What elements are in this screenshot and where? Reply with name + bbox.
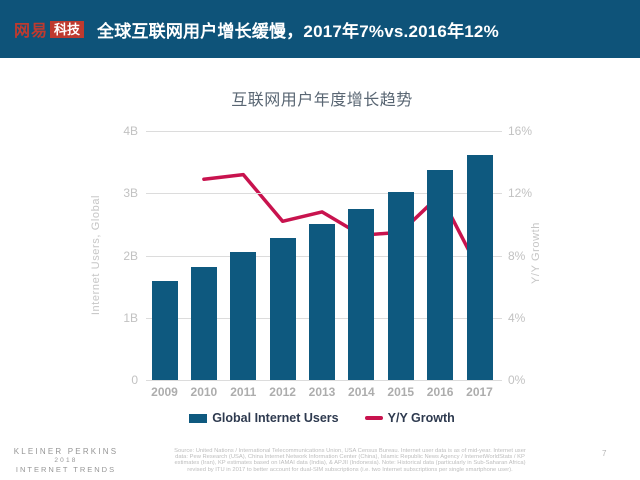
y-axis-tick-right: 12%	[508, 186, 533, 201]
page-number: 7	[602, 449, 607, 458]
bar-2016	[427, 169, 454, 380]
x-axis-tick: 2010	[190, 385, 218, 399]
brand-line-2: 2018	[54, 457, 78, 464]
y-axis-tick-right: 8%	[508, 248, 526, 263]
bar-2012	[269, 238, 296, 380]
source-line: Source: United Nations / International T…	[174, 448, 526, 454]
chart-legend: Global Internet Users Y/Y Growth	[146, 411, 498, 425]
source-footnote: Source: United Nations / International T…	[155, 448, 545, 473]
y-axis-tick-left: 3B	[123, 186, 138, 201]
kleiner-perkins-brand: KLEINER PERKINS 2018 INTERNET TRENDS	[12, 447, 120, 474]
source-line: data: Pew Research (USA), China Internet…	[175, 454, 525, 461]
brand-line-1: KLEINER PERKINS	[13, 447, 119, 456]
source-line: estimates (Iran), KP estimates based on …	[174, 460, 526, 467]
y-axis-tick-right: 16%	[508, 124, 533, 138]
headline: 全球互联网用户增长缓慢，2017年7%vs.2016年12%	[97, 21, 499, 41]
header-bar: 网易 科技 全球互联网用户增长缓慢，2017年7%vs.2016年12%	[0, 0, 640, 58]
legend-label-bars: Global Internet Users	[212, 411, 339, 425]
plot-area: Internet Users, Global Y/Y Growth 4B 16% 3…	[90, 124, 542, 399]
bar-2015	[387, 192, 414, 380]
line-swatch-icon	[364, 416, 383, 420]
y-axis-tick-left: 2B	[123, 248, 138, 263]
y-axis-tick-left: 0	[131, 373, 138, 387]
y-axis-tick-right: 4%	[508, 310, 526, 325]
x-axis-tick: 2016	[426, 385, 454, 399]
bar-2011	[230, 251, 257, 380]
netease-logo-text: 网易	[14, 23, 49, 40]
y-axis-tick-left: 1B	[123, 310, 138, 325]
legend-item-line: Y/Y Growth	[364, 411, 455, 425]
bar-2017	[466, 154, 493, 380]
legend-item-bars: Global Internet Users	[189, 411, 339, 425]
chart-title: 互联网用户年度增长趋势	[231, 92, 413, 109]
tech-logo-badge: 科技	[50, 20, 85, 38]
gridline	[146, 380, 502, 381]
y-axis-tick-right: 0%	[508, 373, 526, 387]
x-axis-tick: 2017	[466, 385, 493, 399]
source-line: revised by ITU in 2017 to better account…	[187, 466, 513, 473]
y-axis-tick-left: 4B	[123, 124, 138, 138]
gridline	[146, 193, 502, 195]
x-axis-tick: 2012	[269, 385, 296, 399]
legend-label-line: Y/Y Growth	[387, 411, 455, 425]
bar-2013	[309, 223, 335, 380]
gridline	[146, 131, 502, 132]
bar-swatch-icon	[189, 413, 208, 423]
x-axis-tick: 2013	[308, 385, 336, 399]
brand-line-3: INTERNET TRENDS	[15, 465, 117, 474]
x-axis-tick: 2015	[387, 385, 415, 399]
bar-2010	[190, 266, 217, 380]
bar-2014	[348, 208, 375, 380]
x-axis-tick: 2009	[151, 385, 178, 399]
x-axis-tick: 2014	[348, 385, 375, 399]
bar-2009	[151, 281, 178, 380]
netease-tech-logo: 网易 科技	[14, 17, 85, 41]
x-axis-tick: 2011	[230, 385, 257, 399]
